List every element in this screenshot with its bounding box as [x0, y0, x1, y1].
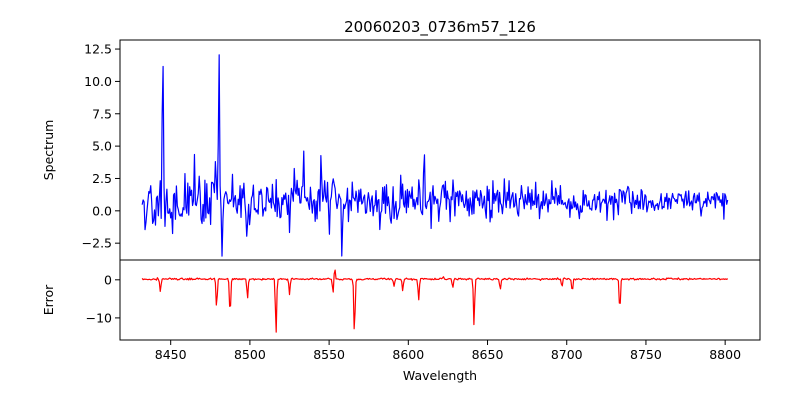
y-tick-label: −10 [86, 310, 112, 325]
y-tick-label: −2.5 [82, 236, 112, 251]
error-axes-frame [119, 259, 761, 341]
x-axis-ticks: 8450 8500 8550 8600 8650 8700 8750 8800 [155, 340, 741, 362]
x-tick-label: 8650 [472, 347, 504, 362]
y-tick-label: 5.0 [92, 139, 112, 154]
x-tick-label: 8700 [551, 347, 583, 362]
x-tick-label: 8600 [392, 347, 424, 362]
y-tick-label: 0 [104, 272, 112, 287]
spectrum-y-ticks: −2.5 0.0 2.5 5.0 7.5 10.0 12.5 [82, 42, 120, 251]
x-tick-label: 8450 [155, 347, 187, 362]
y-tick-label: 10.0 [84, 74, 112, 89]
x-tick-label: 8550 [313, 347, 345, 362]
spectrum-panel: −2.5 0.0 2.5 5.0 7.5 10.0 12.5 Spectrum [41, 39, 761, 261]
x-tick-label: 8800 [709, 347, 741, 362]
chart-title: 20060203_0736m57_126 [344, 18, 536, 37]
error-panel: 0 −10 Error [41, 259, 761, 341]
spectrum-series-line [141, 54, 729, 257]
spectrum-line [141, 54, 729, 257]
y-tick-label: 0.0 [92, 203, 112, 218]
y-tick-label: 7.5 [92, 106, 112, 121]
spectrum-axes-frame [119, 39, 761, 261]
error-series-line [141, 269, 729, 333]
x-axis-label: Wavelength [403, 368, 477, 383]
y-tick-label: 2.5 [92, 171, 112, 186]
x-tick-label: 8750 [630, 347, 662, 362]
y-tick-label: 12.5 [84, 42, 112, 57]
error-y-label: Error [41, 284, 56, 315]
error-line [141, 269, 729, 333]
error-y-ticks: 0 −10 [86, 272, 120, 325]
x-tick-label: 8500 [234, 347, 266, 362]
spectrum-y-label: Spectrum [41, 120, 56, 181]
